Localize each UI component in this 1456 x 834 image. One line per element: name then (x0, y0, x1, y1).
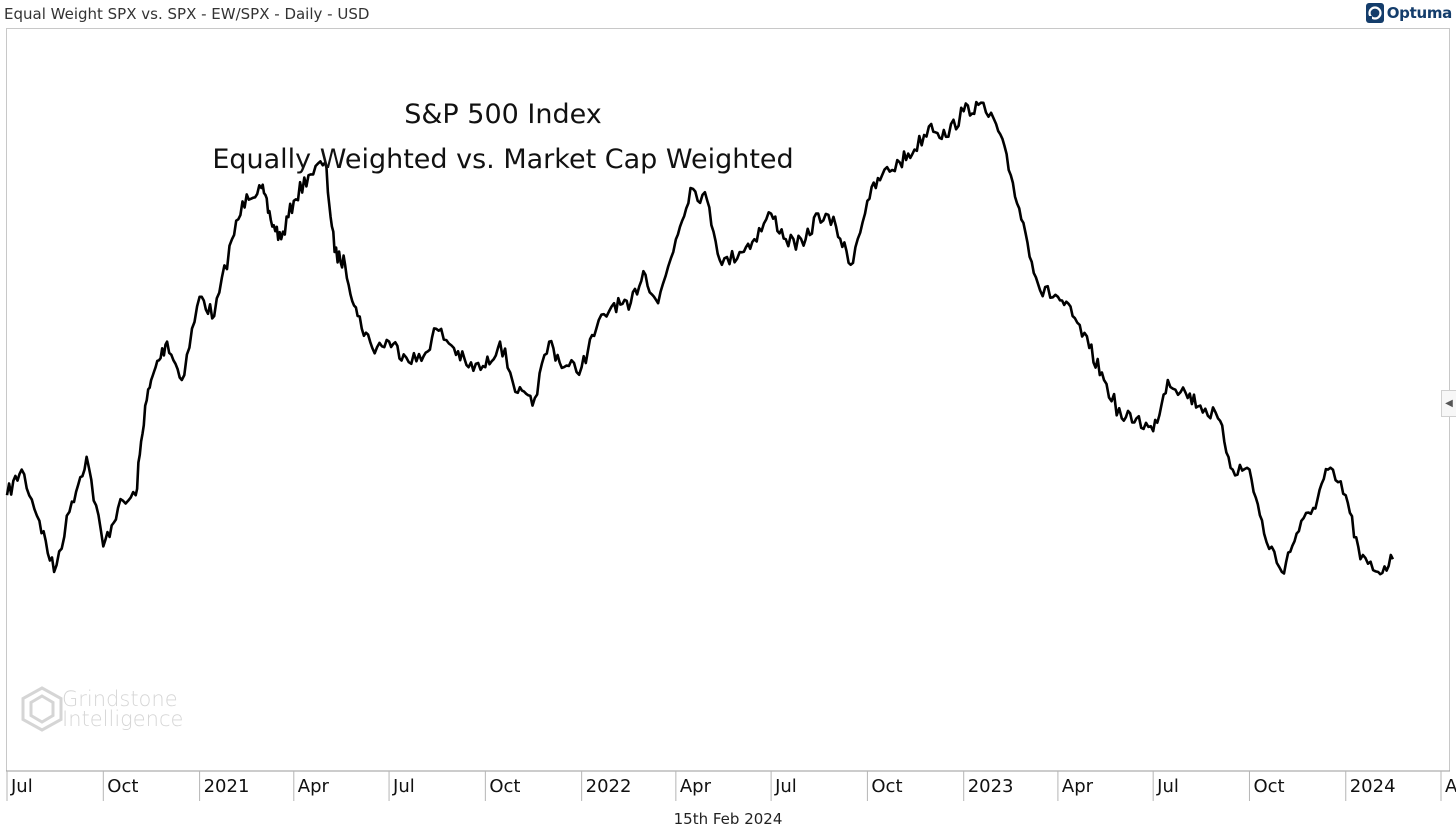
watermark-line1: Grindstone (62, 687, 178, 711)
chart-header-title: Equal Weight SPX vs. SPX - EW/SPX - Dail… (4, 5, 370, 23)
x-tick-label: Oct (871, 776, 902, 797)
x-tick-label: 2024 (1350, 776, 1396, 797)
x-tick-label: Jul (1156, 776, 1179, 797)
grindstone-hexagon-icon (21, 686, 63, 732)
chart-title: S&P 500 Index (404, 99, 602, 130)
collapse-panel-button[interactable]: ◀ (1441, 390, 1456, 417)
x-tick-label: Jul (774, 776, 797, 797)
x-tick-label: Jul (10, 776, 33, 797)
series-line (5, 100, 1395, 576)
chart-subtitle: Equally Weighted vs. Market Cap Weighted (212, 144, 794, 175)
x-tick-label: 2021 (204, 776, 250, 797)
x-tick-label: Apr (1062, 776, 1094, 797)
brand-logo: Optuma (1365, 3, 1453, 23)
x-tick-label: Apr (1445, 776, 1456, 797)
watermark-line2: Intelligence (62, 707, 184, 731)
chart-date-stamp: 15th Feb 2024 (673, 810, 783, 828)
chevron-left-icon: ◀ (1445, 398, 1453, 409)
x-tick-label: Apr (298, 776, 330, 797)
watermark: Grindstone Intelligence (20, 686, 183, 732)
x-tick-label: Oct (489, 776, 520, 797)
brand-name: Optuma (1386, 4, 1453, 22)
x-tick-label: Jul (392, 776, 415, 797)
x-tick-label: Oct (1253, 776, 1284, 797)
x-tick-label: Apr (680, 776, 712, 797)
chart-title-block: S&P 500 Index Equally Weighted vs. Marke… (200, 92, 806, 182)
x-tick-label: 2023 (968, 776, 1014, 797)
optuma-logo-icon (1365, 3, 1384, 23)
x-tick-label: Oct (107, 776, 138, 797)
x-tick-label: 2022 (586, 776, 632, 797)
